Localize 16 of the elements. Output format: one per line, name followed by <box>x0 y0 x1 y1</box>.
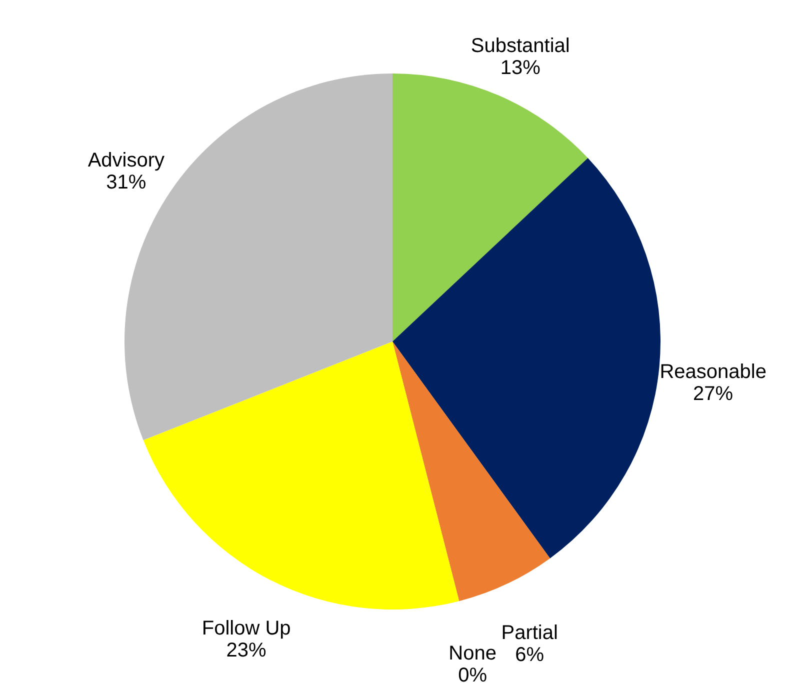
data-label: 6% <box>515 644 544 666</box>
data-label: 23% <box>226 639 267 662</box>
pie-slice <box>392 158 660 558</box>
slice-label: Follow Up <box>202 617 291 640</box>
slice-label: Reasonable <box>660 360 766 383</box>
data-label: 27% <box>693 382 734 405</box>
slice-label: Advisory <box>88 150 165 172</box>
slice-label: Substantial <box>470 34 570 57</box>
data-label: 31% <box>106 172 146 194</box>
text: 0% <box>458 664 488 683</box>
category-label: None <box>448 642 496 664</box>
pie-slice <box>392 74 588 342</box>
pie-slice <box>143 342 460 610</box>
slice-label: Partial <box>501 622 558 644</box>
data-label: 13% <box>500 56 541 79</box>
pie-slice <box>392 342 550 602</box>
